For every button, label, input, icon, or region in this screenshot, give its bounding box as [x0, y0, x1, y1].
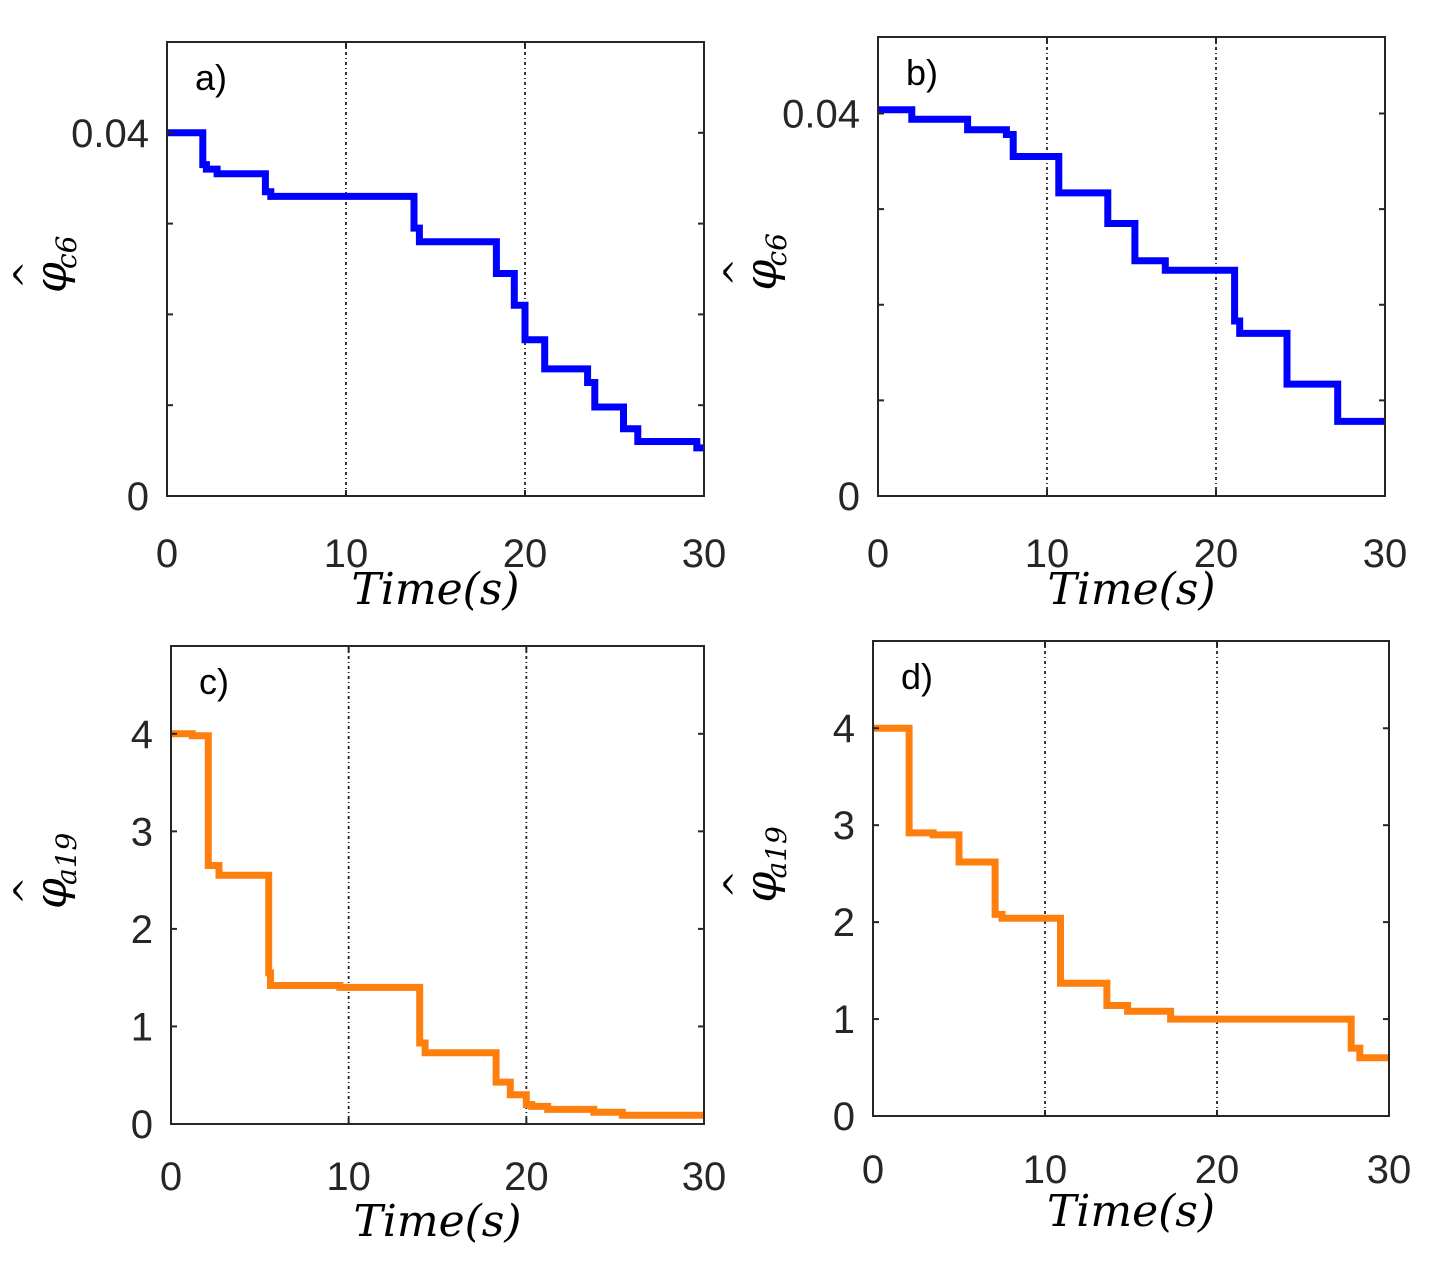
x-axis-title-a: Time(s)	[351, 564, 519, 615]
y-tick-label-d-0: 0	[833, 1095, 855, 1139]
x-tick-label-a-2: 20	[503, 532, 548, 576]
y-axis-subscript-a: c6	[50, 236, 83, 270]
y-tick-label-c-4: 4	[131, 713, 153, 757]
y-tick-label-c-3: 3	[131, 810, 153, 854]
x-tick-label-d-0: 0	[862, 1148, 884, 1192]
plot-area-c	[171, 646, 704, 1124]
series-line-c-0	[171, 730, 704, 1119]
x-tick-label-c-0: 0	[160, 1155, 182, 1199]
y-axis-symbol-a: φ	[26, 262, 77, 293]
x-tick-label-a-1: 10	[324, 532, 369, 576]
x-tick-label-d-2: 20	[1195, 1148, 1240, 1192]
y-axis-symbol-c: φ	[26, 878, 77, 909]
axes-frame-d	[872, 640, 1390, 1117]
axes-frame-c	[170, 645, 705, 1125]
y-axis-hat-d: ^	[717, 870, 757, 899]
subplot-b: 0 10 20 30 0 0.04 b) Time(s) φ^c6	[717, 36, 1408, 615]
axes-frame-b	[877, 36, 1386, 497]
x-tick-label-d-1: 10	[1023, 1148, 1068, 1192]
x-axis-title-c: Time(s)	[353, 1196, 521, 1247]
x-tick-label-b-1: 10	[1025, 532, 1070, 576]
axes-frame-a	[166, 41, 705, 497]
series-line-b-0	[878, 106, 1385, 425]
x-tick-label-d-3: 30	[1367, 1148, 1412, 1192]
y-tick-label-c-0: 0	[131, 1103, 153, 1147]
y-tick-label-d-3: 3	[833, 804, 855, 848]
y-tick-label-c-1: 1	[131, 1005, 153, 1049]
panel-label-a: a)	[195, 57, 227, 98]
y-tick-label-d-4: 4	[833, 707, 855, 751]
y-axis-hat-b: ^	[717, 258, 757, 287]
x-tick-label-b-3: 30	[1363, 532, 1408, 576]
y-axis-symbol-d: φ	[736, 872, 787, 903]
x-tick-label-c-3: 30	[682, 1155, 727, 1199]
y-axis-subscript-d: a19	[760, 826, 793, 878]
subplot-c: 0 10 20 30 0 1 2 3 4 c) Time(s) φ^a19	[7, 645, 727, 1247]
y-axis-subscript-c: a19	[50, 833, 83, 885]
panel-label-b: b)	[906, 52, 938, 93]
series-line-d-0	[873, 724, 1389, 1062]
y-axis-title-d: φ^a19	[717, 826, 793, 902]
y-axis-symbol-b: φ	[736, 260, 787, 291]
y-tick-label-d-2: 2	[833, 901, 855, 945]
y-tick-label-d-1: 1	[833, 998, 855, 1042]
y-axis-hat-c: ^	[7, 877, 47, 906]
panel-label-c: c)	[199, 661, 229, 702]
y-tick-label-c-2: 2	[131, 908, 153, 952]
x-axis-title-d: Time(s)	[1047, 1186, 1215, 1237]
plot-area-d	[873, 641, 1389, 1116]
x-tick-label-c-2: 20	[504, 1155, 549, 1199]
y-axis-title-b: φ^c6	[717, 233, 793, 291]
y-tick-label-a-1: 0.04	[71, 112, 149, 156]
y-tick-label-b-0: 0	[838, 475, 860, 519]
y-axis-title-c: φ^a19	[7, 833, 83, 909]
x-tick-label-a-3: 30	[682, 532, 727, 576]
y-tick-label-b-1: 0.04	[782, 93, 860, 137]
y-axis-hat-a: ^	[7, 261, 47, 290]
subplot-d: 0 10 20 30 0 1 2 3 4 d) Time(s) φ^a19	[717, 640, 1412, 1237]
x-tick-label-a-0: 0	[156, 532, 178, 576]
series-line-a-0	[167, 129, 704, 452]
x-axis-title-b: Time(s)	[1047, 564, 1215, 615]
plot-area-a	[167, 42, 704, 496]
y-axis-subscript-b: c6	[760, 233, 793, 267]
y-tick-label-a-0: 0	[127, 475, 149, 519]
subplot-a: 0 10 20 30 0 0.04 a) Time(s) φ^c6	[7, 41, 727, 615]
x-tick-label-b-2: 20	[1194, 532, 1239, 576]
y-axis-title-a: φ^c6	[7, 236, 83, 294]
x-tick-label-b-0: 0	[867, 532, 889, 576]
plot-area-b	[878, 37, 1385, 496]
panel-label-d: d)	[901, 656, 933, 697]
x-tick-label-c-1: 10	[326, 1155, 371, 1199]
